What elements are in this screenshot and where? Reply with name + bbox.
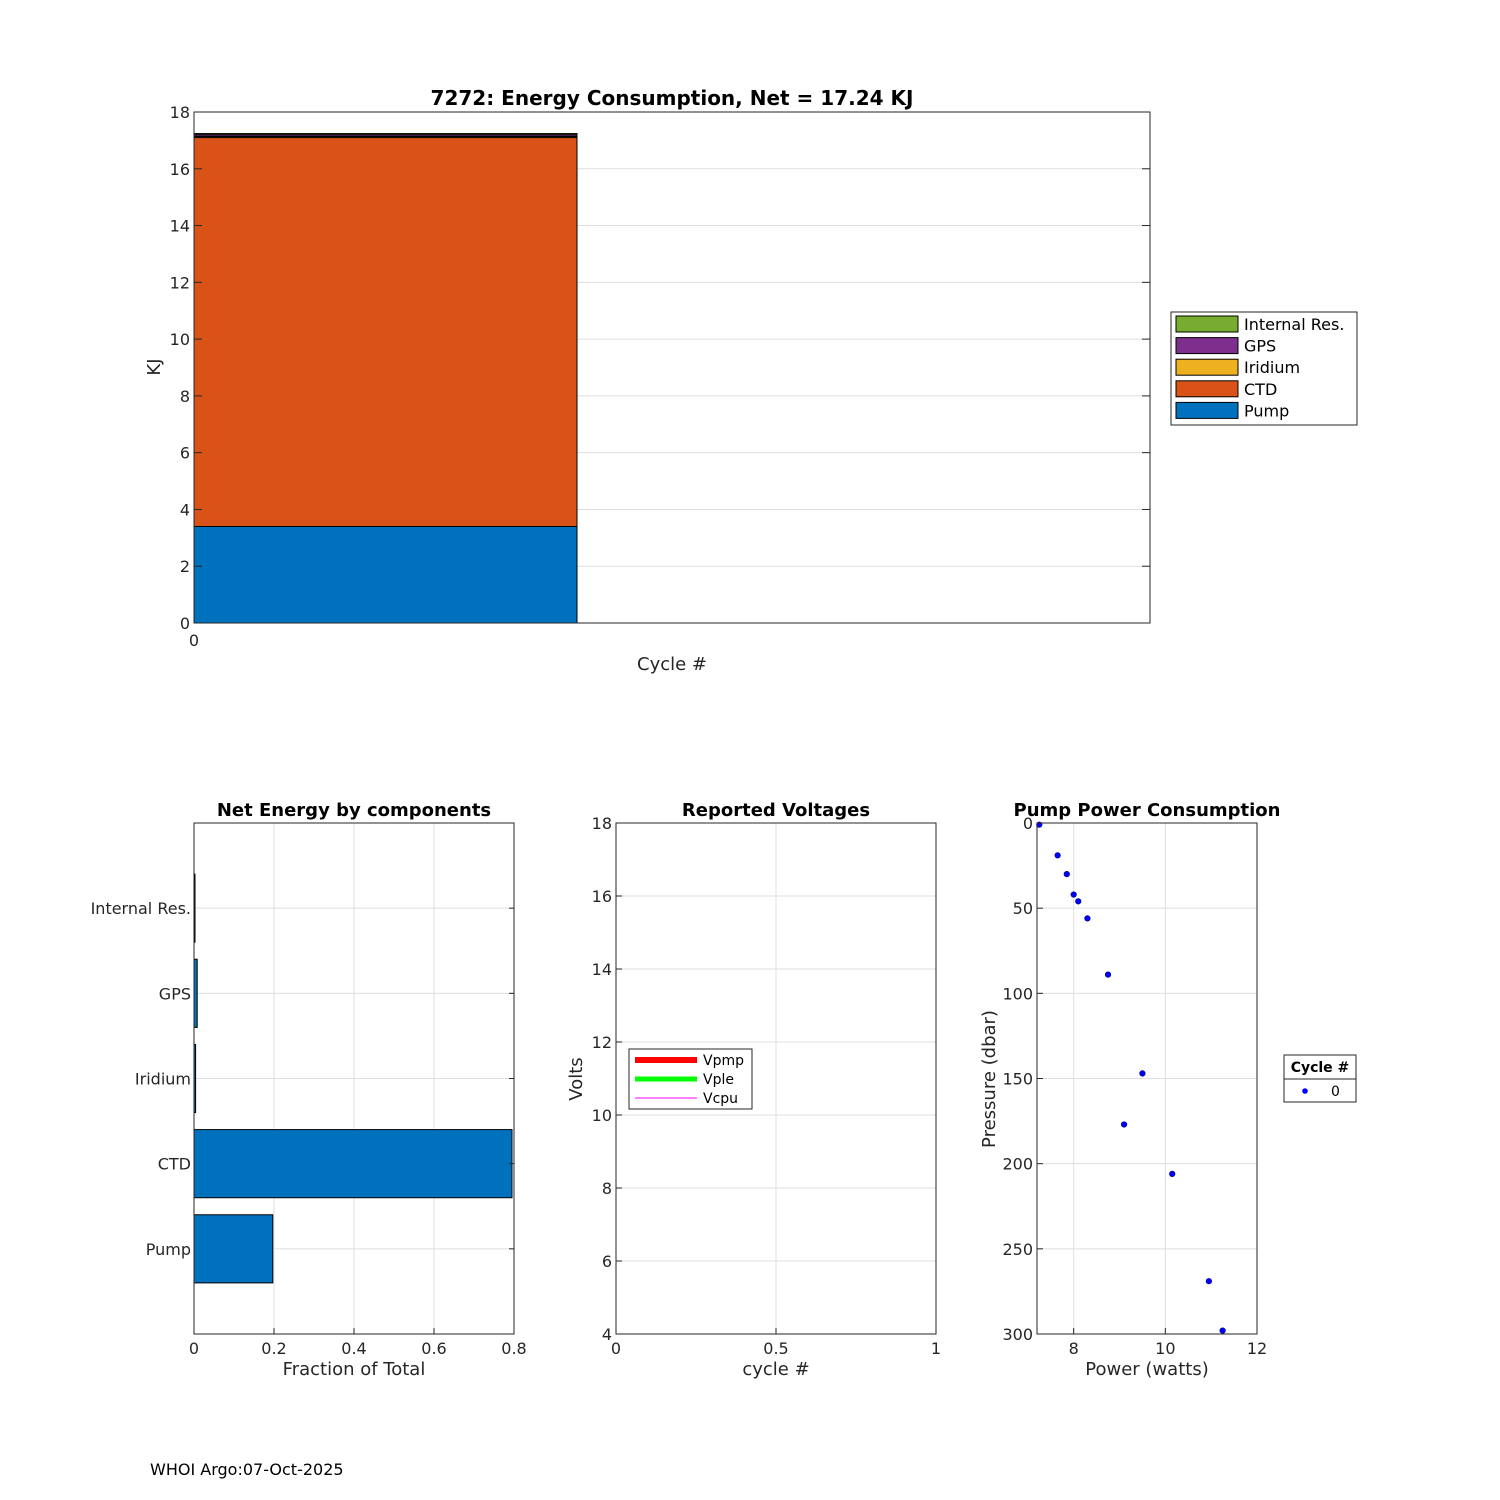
fraction-ytick-label: Iridium <box>135 1070 191 1089</box>
energy-ytick-label: 12 <box>170 273 190 292</box>
pump-ytick-label: 50 <box>1013 899 1033 918</box>
pump-xtick-label: 10 <box>1155 1339 1175 1358</box>
pump-title: Pump Power Consumption <box>1014 800 1281 821</box>
energy-ytick-label: 0 <box>180 614 190 633</box>
pump-xtick-label: 8 <box>1069 1339 1079 1358</box>
voltage-ytick-label: 6 <box>602 1252 612 1271</box>
voltage-title: Reported Voltages <box>682 800 870 821</box>
pump-chart: 8 10 12 0 50 100 150 200 250 300 Pump Power Consu… <box>979 800 1357 1380</box>
voltage-xlabel: cycle # <box>742 1359 809 1380</box>
pump-legend: Cycle # 0 <box>1283 1054 1357 1103</box>
energy-legend-label: GPS <box>1244 337 1276 356</box>
pump-legend-title: Cycle # <box>1291 1060 1350 1076</box>
voltage-legend: Vpmp Vple Vcpu <box>628 1048 753 1110</box>
voltage-ytick-label: 16 <box>592 887 612 906</box>
pump-point <box>1205 1278 1212 1285</box>
fraction-ytick-label: Internal Res. <box>91 899 191 918</box>
pump-point <box>1120 1121 1128 1128</box>
energy-legend-swatch <box>1175 380 1239 398</box>
voltage-ytick-label: 4 <box>602 1325 612 1344</box>
pump-xtick-label: 12 <box>1247 1339 1267 1358</box>
energy-ylabel: KJ <box>144 358 165 375</box>
energy-chart: 0 2 4 6 8 10 12 14 16 18 0 7272: Energy Consumptio… <box>144 86 1358 675</box>
voltage-legend-label: Vcpu <box>703 1091 738 1107</box>
pump-ytick-label: 250 <box>1002 1240 1033 1259</box>
pump-ytick-label: 100 <box>1002 984 1033 1003</box>
energy-legend-swatch <box>1175 315 1239 333</box>
pump-point <box>1054 852 1061 859</box>
fraction-ytick-label: CTD <box>158 1155 191 1174</box>
fraction-xtick-label: 0 <box>189 1339 199 1358</box>
fraction-ytick-label: Pump <box>146 1240 191 1259</box>
energy-ytick-label: 18 <box>170 103 190 122</box>
voltage-ytick-label: 10 <box>592 1106 612 1125</box>
energy-ytick-label: 8 <box>180 387 190 406</box>
pump-ytick-label: 200 <box>1002 1155 1033 1174</box>
energy-axes-box <box>193 111 1151 624</box>
energy-ytick-label: 6 <box>180 444 190 463</box>
pump-ytick-label: 150 <box>1002 1070 1033 1089</box>
energy-legend-label: Iridium <box>1244 358 1300 377</box>
energy-legend-swatch <box>1175 337 1239 355</box>
energy-ytick-label: 16 <box>170 160 190 179</box>
energy-bar-internal-res <box>193 133 578 136</box>
pump-ytick-label: 300 <box>1002 1325 1033 1344</box>
fraction-title: Net Energy by components <box>217 800 491 821</box>
energy-legend-label: Pump <box>1244 401 1289 420</box>
energy-legend-label: CTD <box>1244 380 1277 399</box>
fraction-ytick-label: GPS <box>159 984 191 1003</box>
voltage-legend-label: Vpmp <box>703 1053 744 1069</box>
energy-xlabel: Cycle # <box>637 654 707 675</box>
fraction-xtick-label: 0.8 <box>501 1339 526 1358</box>
fraction-xtick-label: 0.2 <box>261 1339 286 1358</box>
pump-point <box>1104 971 1112 978</box>
pump-legend-marker <box>1302 1088 1308 1094</box>
voltage-legend-label: Vple <box>703 1072 734 1088</box>
fraction-xtick-label: 0.4 <box>341 1339 366 1358</box>
pump-point <box>1063 870 1070 878</box>
pump-legend-label: 0 <box>1331 1084 1340 1100</box>
energy-xtick-label: 0 <box>189 631 199 650</box>
pump-ylabel: Pressure (dbar) <box>979 1010 1000 1148</box>
energy-ytick-label: 2 <box>180 557 190 576</box>
pump-point <box>1070 891 1077 898</box>
fraction-chart: 0 0.2 0.4 0.6 0.8 Pump CTD Iridium GPS Internal R… <box>91 800 527 1380</box>
energy-legend-swatch <box>1175 401 1239 419</box>
voltage-ytick-label: 12 <box>592 1033 612 1052</box>
energy-title: 7272: Energy Consumption, Net = 17.24 KJ <box>431 86 914 110</box>
fraction-xtick-label: 0.6 <box>421 1339 446 1358</box>
energy-ytick-label: 4 <box>180 500 190 519</box>
voltage-ylabel: Volts <box>566 1057 587 1100</box>
pump-point <box>1169 1170 1176 1177</box>
voltage-xtick-label: 0 <box>611 1339 621 1358</box>
voltage-ytick-label: 14 <box>592 960 612 979</box>
voltage-ytick-label: 8 <box>602 1179 612 1198</box>
energy-ytick-label: 10 <box>170 330 190 349</box>
voltage-ytick-label: 18 <box>592 814 612 833</box>
energy-legend-swatch <box>1175 358 1239 376</box>
footer-text: WHOI Argo:07-Oct-2025 <box>150 1460 344 1479</box>
pump-point <box>1075 898 1082 905</box>
fraction-xlabel: Fraction of Total <box>283 1359 426 1380</box>
energy-legend-label: Internal Res. <box>1244 315 1344 334</box>
pump-ytick-label: 0 <box>1023 814 1033 833</box>
voltage-xtick-label: 0.5 <box>763 1339 788 1358</box>
energy-legend: Internal Res. GPS Iridium CTD Pump <box>1170 311 1358 426</box>
pump-xlabel: Power (watts) <box>1085 1359 1208 1380</box>
pump-point <box>1084 915 1091 922</box>
energy-bar-ctd <box>193 137 578 527</box>
energy-bar-pump <box>193 525 578 624</box>
fraction-bar-pump <box>193 1214 274 1284</box>
pump-point <box>1139 1070 1146 1077</box>
fraction-bar-ctd <box>193 1129 513 1199</box>
energy-ytick-label: 14 <box>170 217 190 236</box>
pump-point <box>1219 1327 1226 1334</box>
voltage-xtick-label: 1 <box>931 1339 941 1358</box>
